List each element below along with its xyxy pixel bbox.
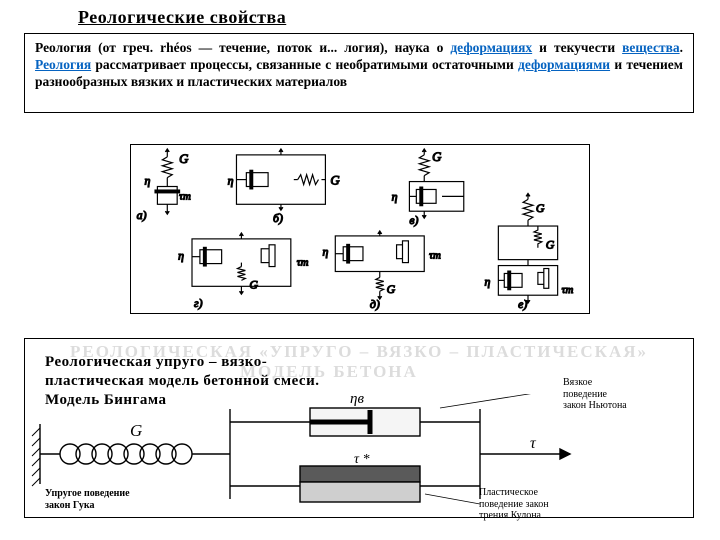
caption-coulomb: Пластическое поведение закон трения Куло… <box>479 487 644 522</box>
link-rheology[interactable]: Реология <box>35 57 91 72</box>
definition-box: Реология (от греч. rhéos — течение, пото… <box>24 33 694 113</box>
label-tauT-d: τт <box>429 250 441 262</box>
row-label-e: е) <box>518 297 527 311</box>
def-text-d: рассматривает процессы, связанные с необ… <box>91 57 518 72</box>
label-tauStar: τ * <box>354 452 370 467</box>
newton-l1: Вязкое <box>563 377 592 388</box>
model-line2: пластическая модель бетонной смеси. <box>45 373 319 389</box>
label-eta-d: η <box>322 245 328 259</box>
label-eta-b: η <box>228 174 234 188</box>
row-label-v: в) <box>409 213 418 227</box>
label-tauT-g: τт <box>297 257 309 269</box>
label-eta-v: η <box>392 189 398 203</box>
link-deformations2[interactable]: деформациями <box>518 57 610 72</box>
row-label-d: д) <box>370 297 380 311</box>
label-tauT-e: τт <box>562 284 574 296</box>
label-G-e1: G <box>536 201 545 215</box>
row-label-g: г) <box>194 296 203 310</box>
label-eta-a: η <box>145 174 151 188</box>
label-G-b: G <box>330 174 339 188</box>
label-G-v: G <box>432 150 441 164</box>
coulomb-l3: трения Кулона <box>479 510 541 521</box>
hooke-l1: Упругое поведение <box>45 488 130 499</box>
label-G-g: G <box>249 277 258 291</box>
caption-newton: Вязкое поведение закон Ньютона <box>563 377 683 412</box>
def-text-c: . <box>680 40 683 55</box>
row-label-b: б) <box>273 211 283 225</box>
label-G-e2: G <box>546 238 555 252</box>
hooke-l2: закон Гука <box>45 500 95 511</box>
label-etaB: ηв <box>350 394 364 407</box>
newton-l3: закон Ньютона <box>563 400 627 411</box>
row-label-a: а) <box>137 208 147 222</box>
label-G-spring: G <box>130 421 142 440</box>
label-G-d: G <box>387 282 396 296</box>
label-G-a: G <box>179 152 188 166</box>
label-tau: τ <box>530 435 537 452</box>
label-tauT-a: τт <box>179 190 191 202</box>
label-eta-e: η <box>485 274 491 288</box>
def-text-a: Реология (от греч. rhéos — течение, пото… <box>35 40 450 55</box>
link-deformations[interactable]: деформациях <box>450 40 532 55</box>
rheological-models-diagram: G η τт а) <box>130 144 590 314</box>
coulomb-l2: поведение закон <box>479 499 549 510</box>
coulomb-l1: Пластическое <box>479 487 538 498</box>
newton-l2: поведение <box>563 389 607 400</box>
model-line1: Реологическая упруго – вязко- <box>45 354 267 370</box>
caption-hooke: Упругое поведение закон Гука <box>45 488 195 511</box>
page-title: Реологические свойства <box>78 7 286 28</box>
link-substance[interactable]: вещества <box>622 40 680 55</box>
def-text-b: и текучести <box>532 40 622 55</box>
label-eta-g: η <box>178 249 184 263</box>
